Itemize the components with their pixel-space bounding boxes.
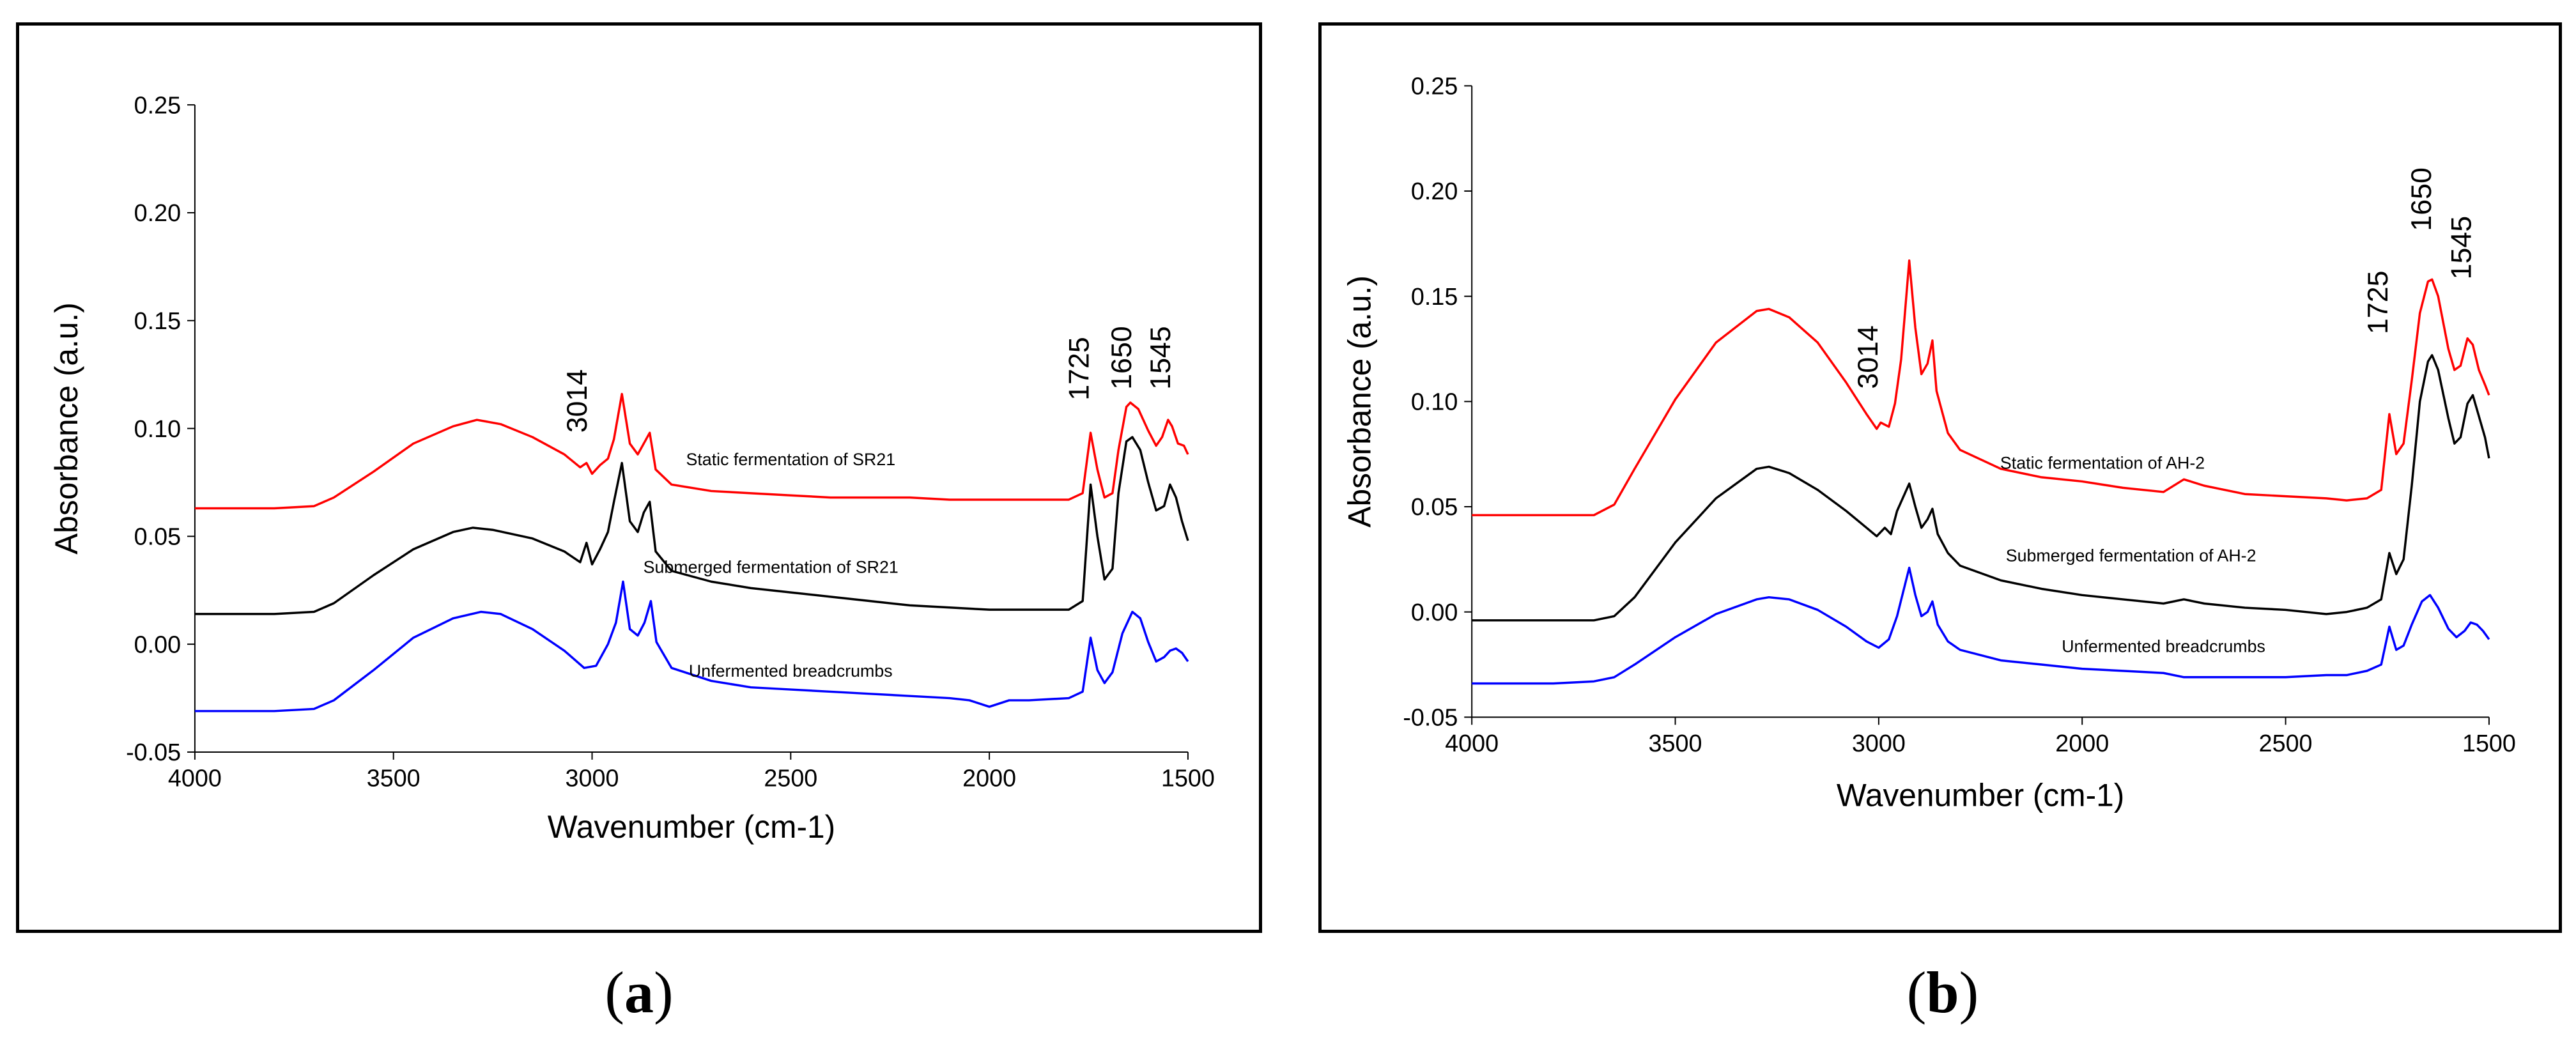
y-tick-label: 0.15 <box>134 307 181 334</box>
x-tick-label: 2500 <box>2259 730 2313 757</box>
y-tick-label: 0.00 <box>134 631 181 658</box>
y-tick-label: 0.25 <box>1411 73 1458 100</box>
series-label-static: Static fermentation of AH-2 <box>2000 454 2205 473</box>
x-tick-label: 3000 <box>566 764 619 791</box>
y-tick-label: 0.10 <box>134 415 181 442</box>
y-tick-label: -0.05 <box>126 739 181 766</box>
series-line-submerged <box>194 436 1189 615</box>
chart-panel-b: -0.05 0.00 0.05 0.10 0.15 0.20 0.25 4000 3500 300… <box>1318 22 2562 933</box>
series-label-unfermented: Unfermented breadcrumbs <box>689 661 893 681</box>
peak-annotation: 1725 <box>1064 337 1095 400</box>
peak-annotation: 1725 <box>2363 271 2394 334</box>
y-tick-label: 0.25 <box>134 91 181 118</box>
x-tick-label: 2500 <box>764 764 817 791</box>
x-tick-label: 1500 <box>2462 730 2516 757</box>
x-tick-label: 3500 <box>367 764 420 791</box>
y-tick-label: 0.10 <box>1411 389 1458 415</box>
panel-label-a: (a) <box>605 960 674 1025</box>
y-axis-label: Absorbance (a.u.) <box>1341 275 1377 527</box>
chart-b-svg: -0.05 0.00 0.05 0.10 0.15 0.20 0.25 4000 3500 300… <box>1341 73 2516 813</box>
x-tick-label: 3000 <box>1852 730 1906 757</box>
x-axis-label: Wavenumber (cm-1) <box>548 809 835 845</box>
x-tick-label: 2000 <box>2055 730 2109 757</box>
x-tick-label: 3500 <box>1649 730 1702 757</box>
series-label-unfermented: Unfermented breadcrumbs <box>2062 636 2265 656</box>
peak-annotation: 1650 <box>2406 167 2437 231</box>
x-tick-label: 2000 <box>962 764 1016 791</box>
y-tick-label: 0.20 <box>1411 178 1458 204</box>
peak-annotation: 1545 <box>2446 216 2477 279</box>
series-label-static: Static fermentation of SR21 <box>686 450 895 469</box>
y-tick-label: 0.05 <box>1411 493 1458 520</box>
y-tick-label: 0.15 <box>1411 283 1458 310</box>
peak-annotation: 1545 <box>1145 326 1176 389</box>
series-label-submerged: Submerged fermentation of SR21 <box>644 558 899 577</box>
x-tick-label: 4000 <box>1445 730 1499 757</box>
series-label-submerged: Submerged fermentation of AH-2 <box>2006 546 2256 566</box>
y-tick-label: 0.00 <box>1411 599 1458 626</box>
chart-a-svg: -0.05 0.00 0.05 0.10 0.15 0.20 0.25 4000 3500 300… <box>49 91 1215 845</box>
series-line-unfermented <box>1472 566 2490 685</box>
y-tick-label: 0.20 <box>134 199 181 226</box>
series-line-static <box>194 392 1189 510</box>
peak-annotation: 1650 <box>1106 326 1138 389</box>
x-tick-label: 1500 <box>1161 764 1215 791</box>
x-axis-label: Wavenumber (cm-1) <box>1837 777 2124 813</box>
peak-annotation: 3014 <box>562 369 593 433</box>
panel-label-b: (b) <box>1906 960 1979 1025</box>
series-line-submerged <box>1472 354 2490 622</box>
chart-panel-a: -0.05 0.00 0.05 0.10 0.15 0.20 0.25 4000 3500 300… <box>16 22 1262 933</box>
y-axis-label: Absorbance (a.u.) <box>49 302 84 554</box>
y-tick-label: 0.05 <box>134 523 181 550</box>
y-tick-label: -0.05 <box>1403 704 1458 731</box>
series-line-static <box>1472 259 2490 516</box>
x-tick-label: 4000 <box>168 764 222 791</box>
series-line-unfermented <box>194 580 1189 712</box>
peak-annotation: 3014 <box>1853 325 1884 389</box>
